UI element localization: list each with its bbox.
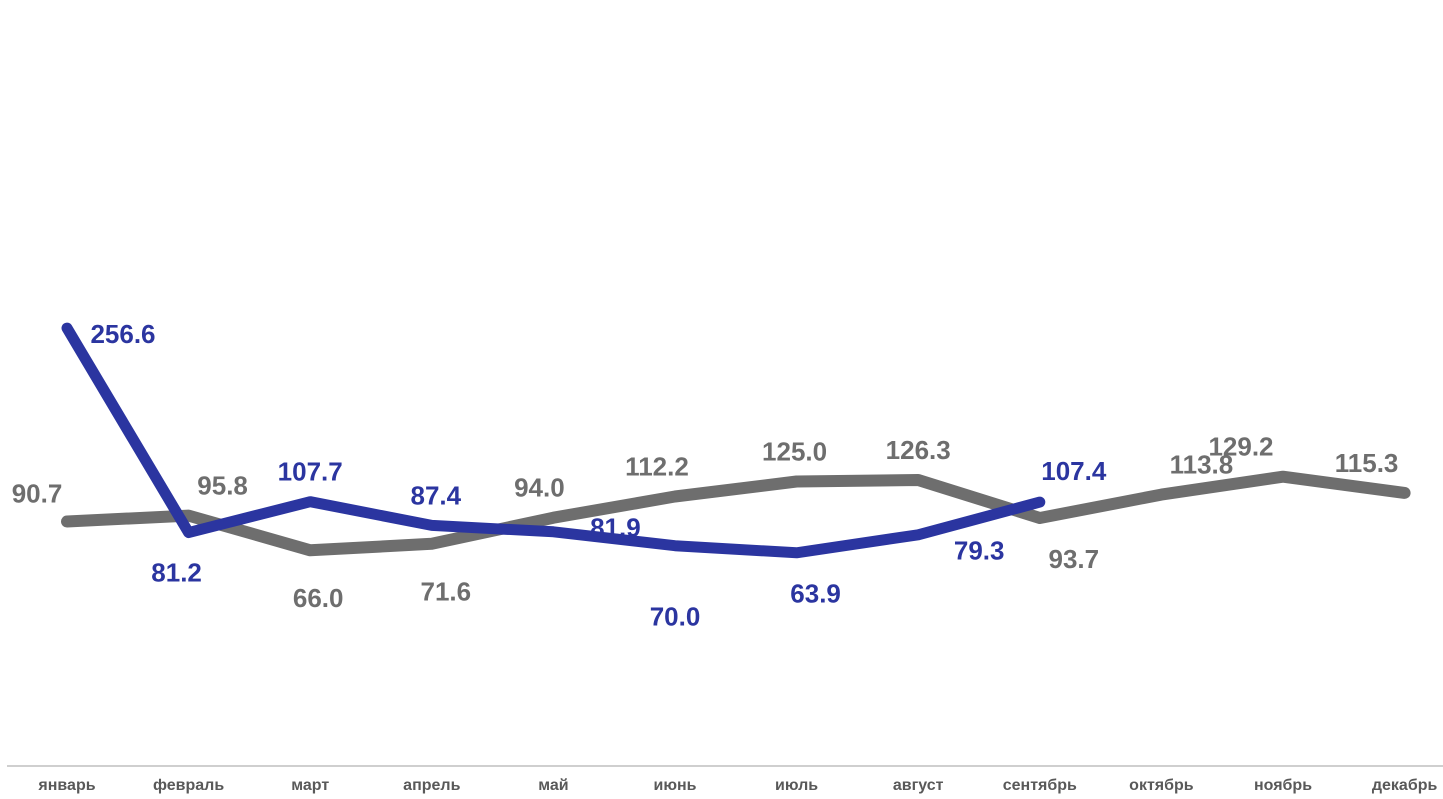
series-2-data-label: 87.4 <box>410 480 461 510</box>
series-1-data-label: 129.2 <box>1208 432 1273 462</box>
series-2-data-label: 107.7 <box>278 457 343 487</box>
x-tick-label: ноябрь <box>1254 777 1312 794</box>
series-1-data-label: 94.0 <box>514 473 565 503</box>
series-1-data-label: 90.7 <box>12 478 63 508</box>
x-tick-label: апрель <box>403 777 460 794</box>
x-tick-label: август <box>893 777 944 794</box>
series-1-data-label: 115.3 <box>1335 448 1399 478</box>
series-1-data-label: 66.0 <box>293 583 344 613</box>
series-2-data-label: 70.0 <box>650 602 701 632</box>
series-2-data-label: 81.2 <box>151 557 202 587</box>
data-label-layer: 90.7 95.8 66.0 71.6 94.0 112.2 125.0 126.3 93.7 1… <box>12 319 1399 632</box>
series-1-data-label: 93.7 <box>1048 544 1099 574</box>
series-1-data-label: 71.6 <box>420 577 471 607</box>
series-2-data-label: 63.9 <box>790 579 841 609</box>
series-2-data-label: 81.9 <box>590 513 641 543</box>
series-layer <box>67 328 1405 553</box>
x-tick-label: март <box>291 777 329 794</box>
x-tick-label: январь <box>37 777 95 794</box>
series-2-data-label: 79.3 <box>954 536 1005 566</box>
x-tick-label: сентябрь <box>1003 777 1077 794</box>
x-tick-label: декабрь <box>1372 777 1438 794</box>
series-2-data-label: 107.4 <box>1041 456 1107 486</box>
series-1-data-label: 95.8 <box>197 470 248 500</box>
x-tick-layer: январь февраль март апрель май июнь июль август… <box>37 777 1437 794</box>
series-1-data-label: 126.3 <box>886 435 951 465</box>
x-tick-label: февраль <box>153 777 224 794</box>
series-1-data-label: 125.0 <box>762 436 827 466</box>
x-tick-label: май <box>538 777 568 794</box>
series-1-data-label: 112.2 <box>625 451 689 481</box>
x-tick-label: июль <box>775 777 818 794</box>
x-tick-label: июнь <box>654 777 697 794</box>
x-tick-label: октябрь <box>1129 777 1194 794</box>
series-2-data-label: 256.6 <box>90 319 155 349</box>
